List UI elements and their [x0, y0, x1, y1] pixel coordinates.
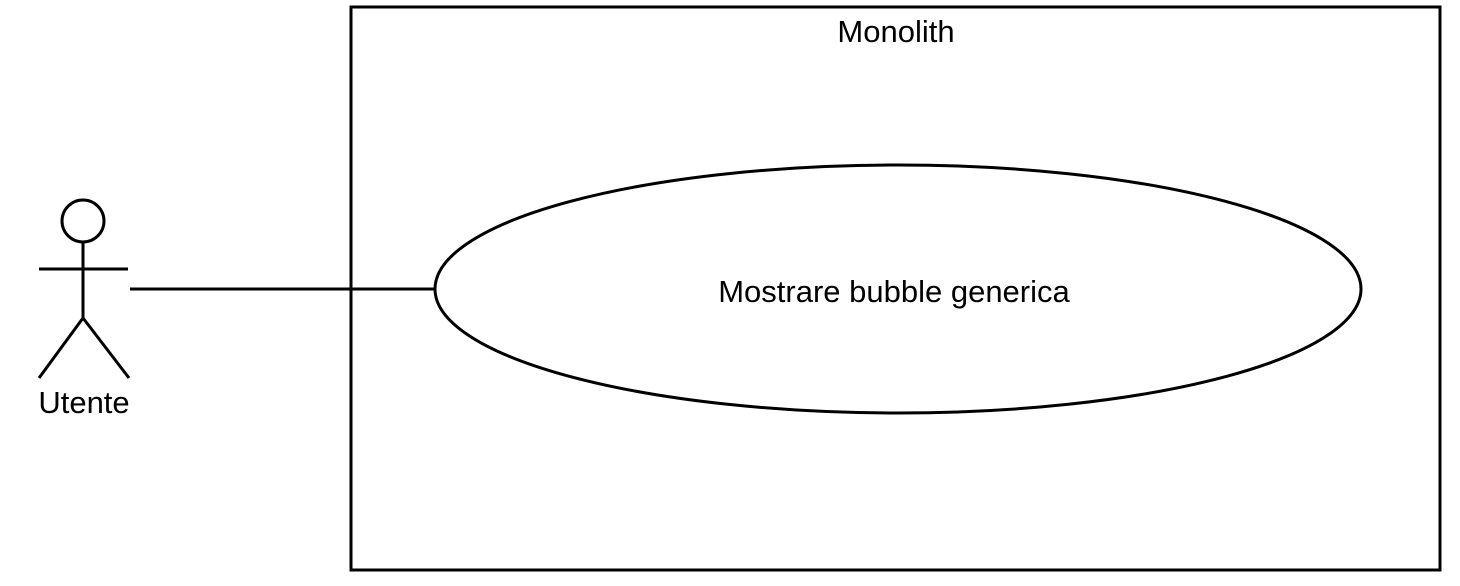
actor-utente [37, 198, 131, 379]
use-case-ellipse [433, 163, 1363, 415]
actor-head [60, 198, 106, 244]
actor-label: Utente [38, 385, 129, 420]
actor-right-leg [81, 317, 131, 379]
system-title: Monolith [837, 14, 954, 49]
use-case-label: Mostrare bubble generica [718, 274, 1070, 309]
actor-left-leg [37, 317, 85, 379]
